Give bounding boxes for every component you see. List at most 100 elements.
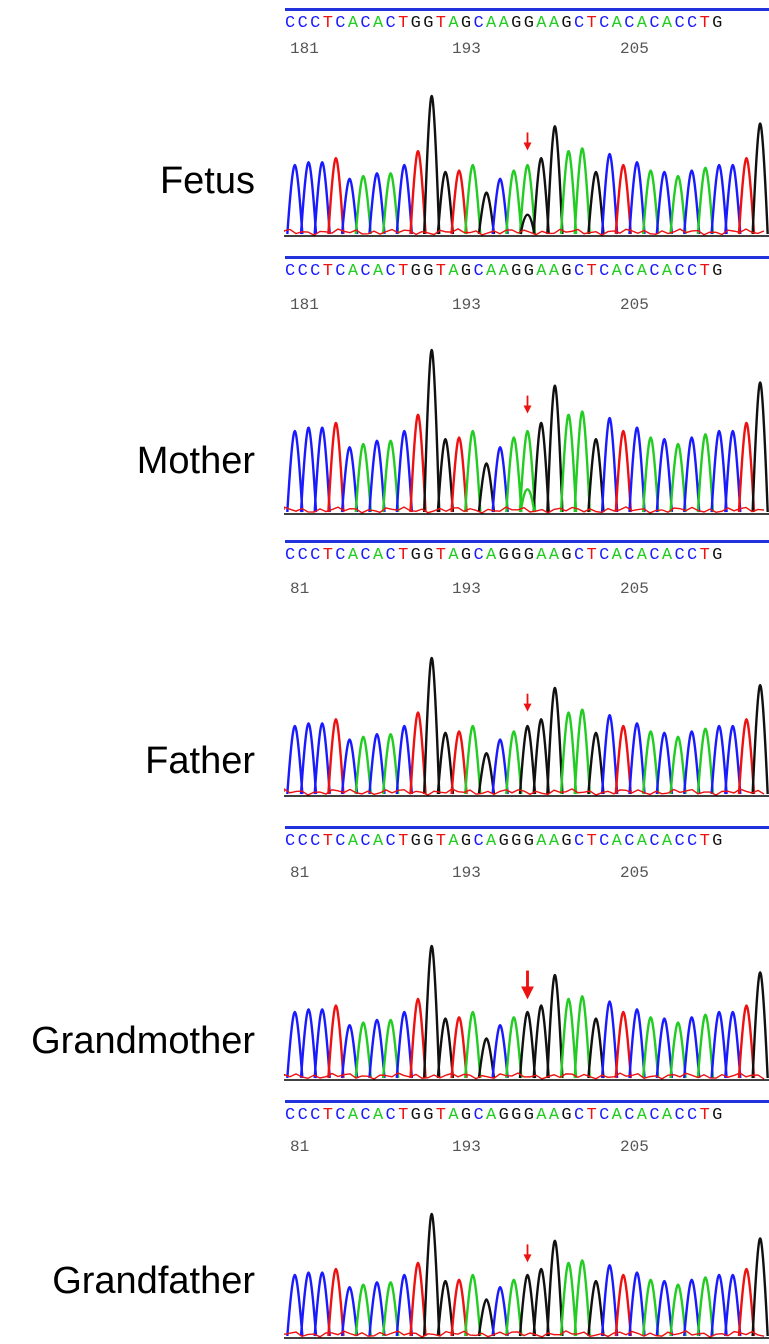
base-letter: A (661, 14, 675, 33)
base-letter: C (385, 546, 399, 565)
peak-G (422, 348, 441, 513)
peak-C (395, 724, 414, 795)
base-letter: T (398, 1106, 411, 1125)
peak-C (600, 1000, 619, 1079)
peak-C (683, 169, 701, 235)
sequence-ruler-grandfather (285, 1100, 769, 1103)
base-letter: A (661, 832, 675, 851)
peak-T (409, 1261, 427, 1337)
base-letter: A (372, 546, 386, 565)
peak-T (409, 997, 427, 1079)
peak-C (655, 1279, 674, 1337)
base-letter: G (460, 1106, 474, 1125)
base-letter: T (435, 262, 449, 281)
peak-T (614, 724, 633, 795)
base-letter: G (423, 832, 436, 851)
peak-G (532, 421, 550, 513)
base-letter: A (347, 14, 361, 33)
base-letter: T (435, 546, 449, 565)
peak-A (696, 1276, 715, 1337)
base-letter: G (523, 1106, 537, 1125)
base-letter: T (699, 832, 713, 851)
peak-C (395, 1010, 414, 1079)
mutation-arrow-icon (523, 395, 532, 414)
base-letter: T (586, 1106, 600, 1125)
peak-C (340, 738, 359, 795)
peak-C (368, 1281, 386, 1337)
peak-A (669, 174, 687, 235)
peak-G (751, 381, 769, 513)
base-letter: C (360, 1106, 373, 1125)
base-letter: A (372, 262, 386, 281)
base-letter: G (511, 832, 524, 851)
chromatogram-fetus (284, 94, 769, 237)
baseline-noise (284, 506, 765, 514)
peak-C (628, 426, 646, 513)
secondary-peak (519, 488, 536, 513)
peak-G (587, 731, 605, 795)
base-letter: C (297, 14, 311, 33)
peak-C (600, 416, 619, 513)
peak-T (450, 1016, 468, 1079)
base-letter: G (561, 832, 574, 851)
peak-C (710, 1273, 728, 1337)
base-letter: A (611, 14, 625, 33)
base-letter: C (687, 1106, 700, 1125)
peak-A (641, 1016, 660, 1079)
peak-C (628, 161, 646, 235)
label-fetus: Fetus (159, 160, 255, 202)
peak-A (641, 730, 660, 795)
base-letter: C (335, 262, 348, 281)
peak-G (477, 462, 496, 513)
baseline-noise (284, 1072, 765, 1080)
base-letter: C (687, 546, 700, 565)
base-letter: G (511, 14, 524, 33)
base-letter: C (473, 262, 486, 281)
sequence-ruler-father (285, 540, 769, 543)
peak-C (491, 738, 509, 795)
position-label: 205 (620, 40, 649, 58)
base-letter: C (674, 1106, 687, 1125)
peak-C (299, 161, 318, 235)
peak-C (286, 724, 304, 795)
mutation-arrow-icon (521, 970, 534, 1000)
peak-C (340, 1285, 359, 1337)
base-letter: G (523, 832, 537, 851)
peak-G (422, 1212, 441, 1337)
peak-A (696, 166, 715, 235)
sequence-ruler-mother (285, 256, 769, 259)
base-letter: T (586, 832, 600, 851)
base-letter: G (460, 832, 474, 851)
peak-A (354, 174, 372, 235)
base-letter: C (285, 262, 298, 281)
sequence-text-grandmother: CCCTCACACTGGTAGCAGGGAAGCTCACACACCTG (285, 832, 725, 852)
peak-T (614, 429, 633, 513)
peak-A (505, 1278, 523, 1337)
base-letter: G (410, 14, 424, 33)
base-letter: C (473, 832, 486, 851)
sequence-text-fetus: CCCTCACACTGGTAGCAAGGAAGCTCACACACCTG (285, 14, 725, 34)
peak-A (464, 1273, 482, 1337)
base-letter: C (297, 546, 311, 565)
base-letter: C (674, 14, 687, 33)
peak-T (327, 156, 345, 235)
peak-A (464, 163, 482, 235)
position-label: 181 (290, 296, 319, 314)
base-letter: G (561, 14, 574, 33)
peak-G (477, 1037, 496, 1079)
peak-C (655, 731, 674, 795)
base-letter: A (347, 1106, 361, 1125)
base-letter: C (649, 546, 662, 565)
peak-G (751, 683, 769, 795)
base-letter: C (285, 832, 298, 851)
peak-A (573, 1259, 591, 1337)
peak-A (381, 172, 400, 235)
peak-G (546, 384, 564, 513)
baseline-noise (284, 228, 765, 236)
peak-A (641, 169, 660, 235)
peak-C (710, 1010, 728, 1079)
peak-C (683, 1016, 701, 1079)
base-letter: G (712, 546, 725, 565)
chromatogram-father (284, 656, 769, 797)
base-letter: C (573, 14, 587, 33)
